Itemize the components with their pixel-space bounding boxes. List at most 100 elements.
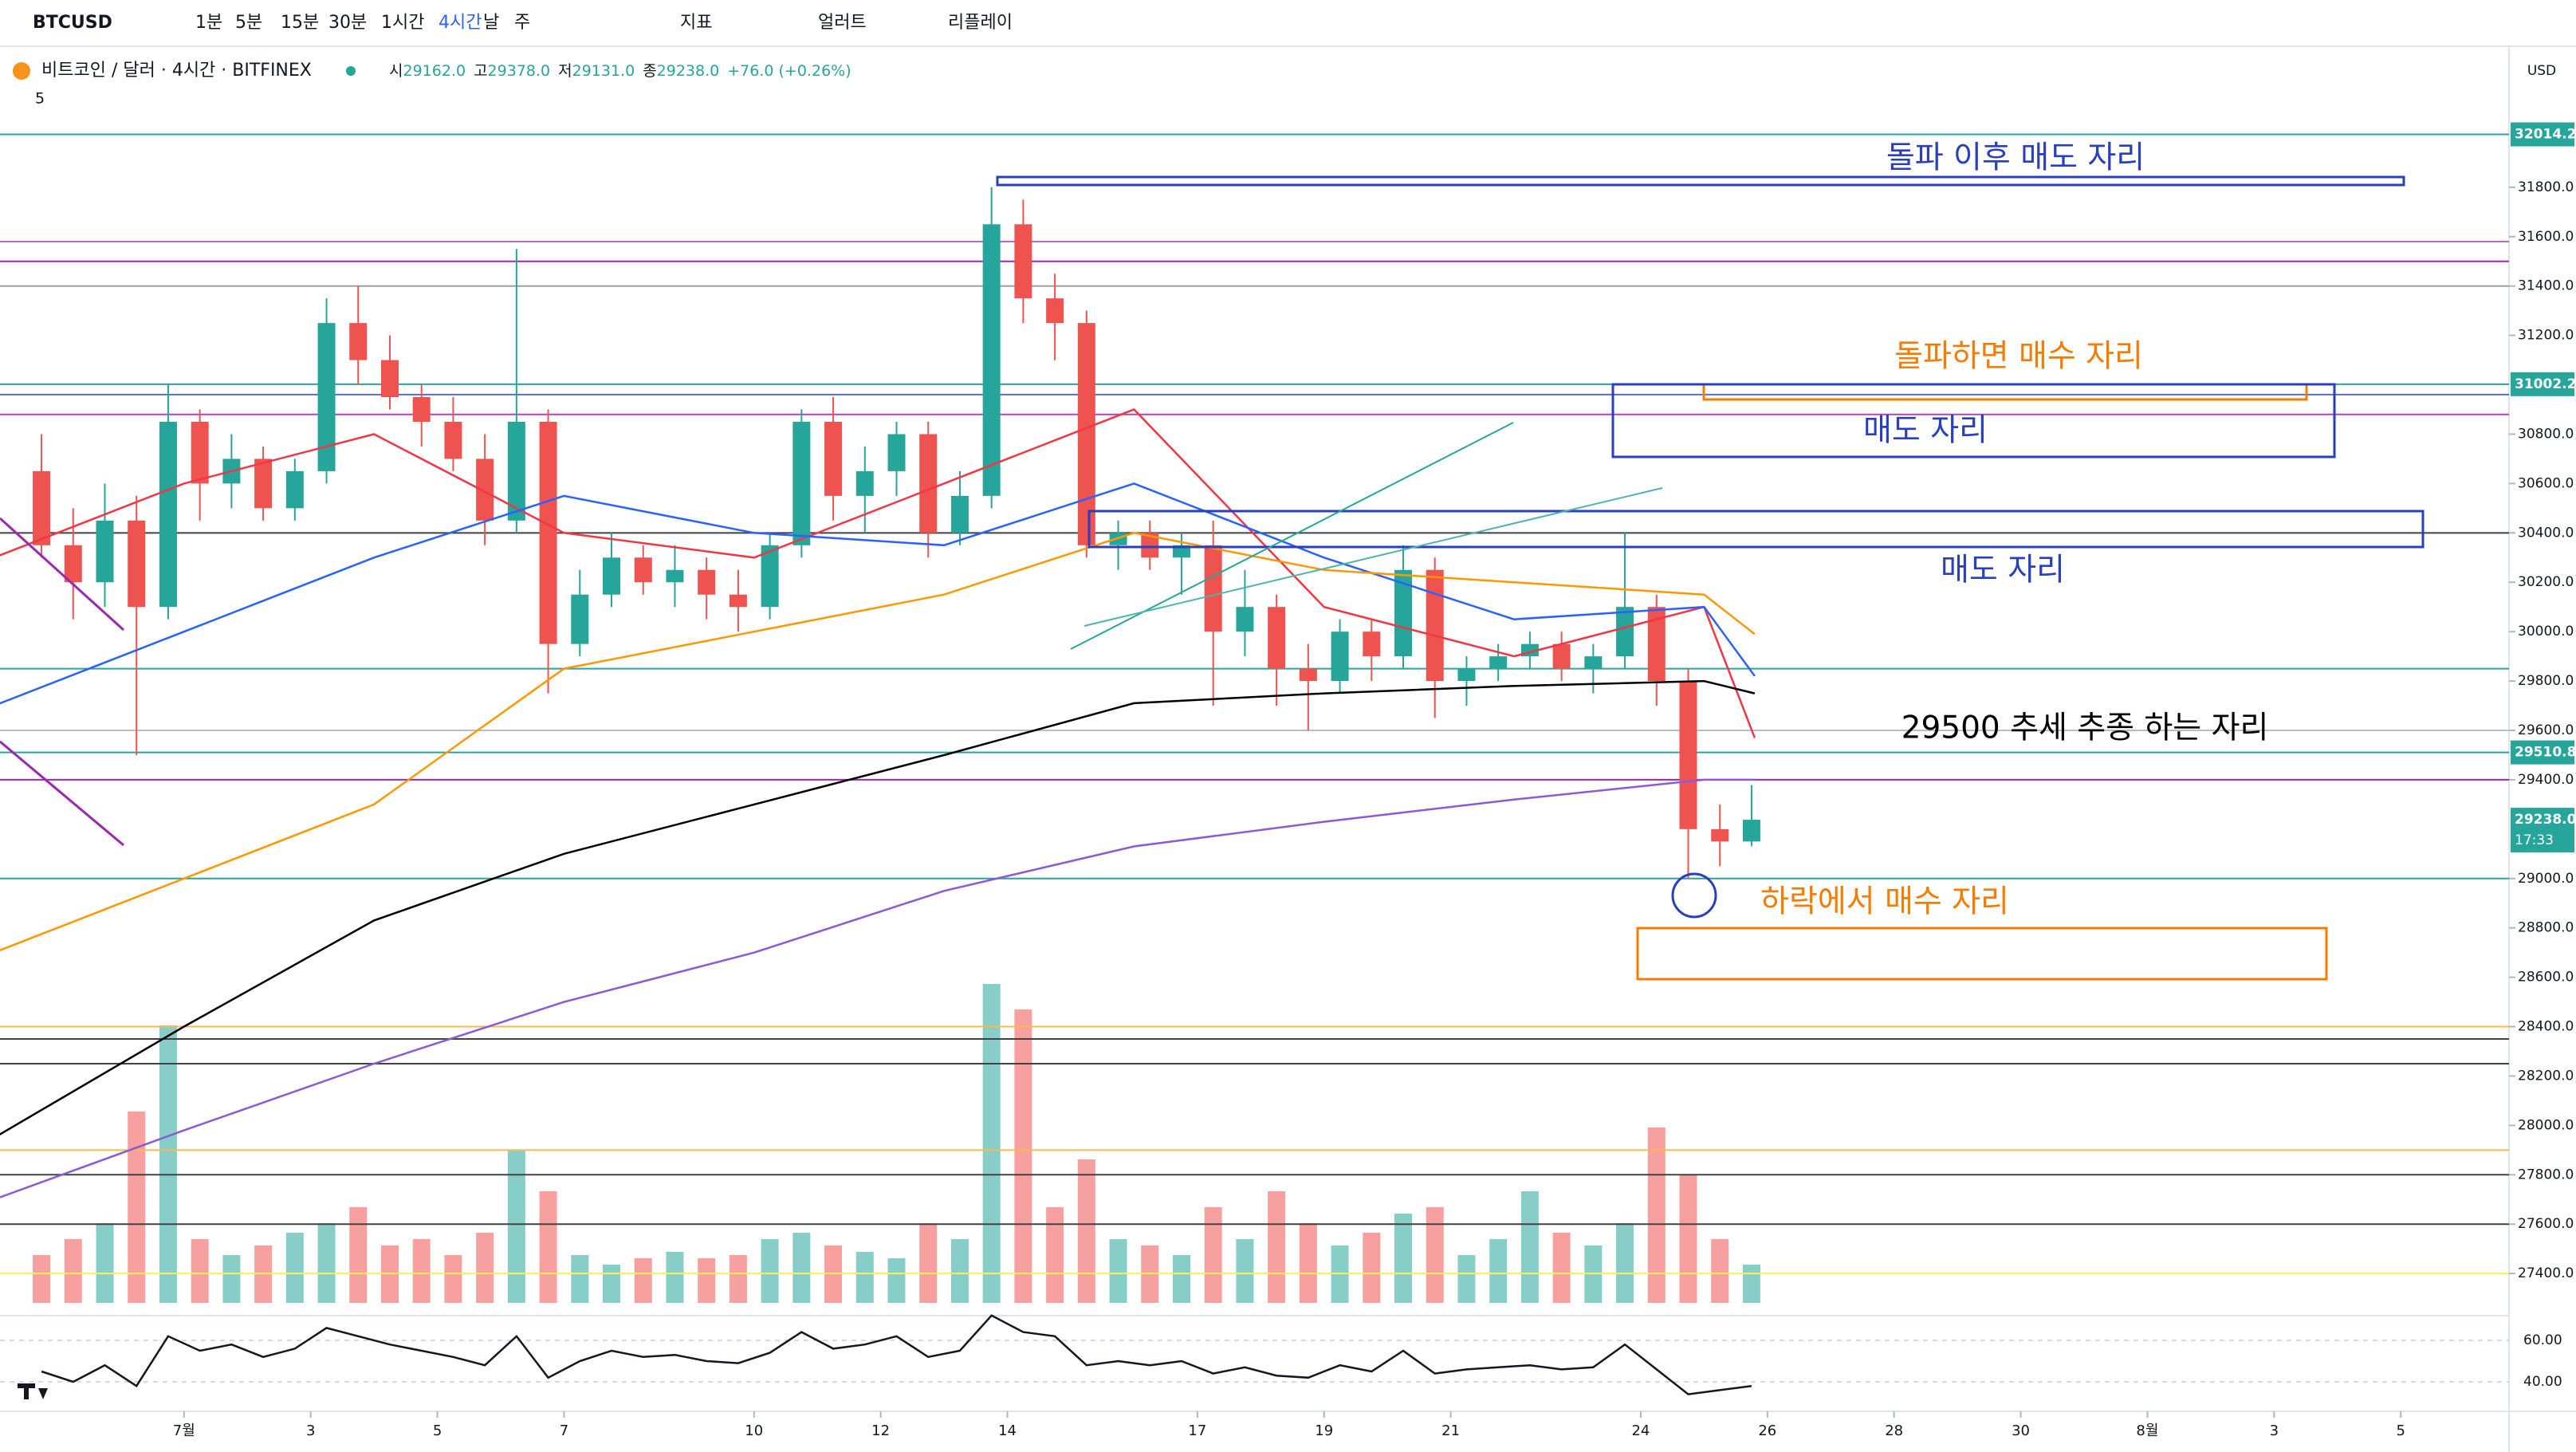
volume-bar — [128, 1112, 146, 1303]
volume-bar — [792, 1233, 811, 1303]
interval-button[interactable]: 4시간 — [439, 13, 482, 33]
interval-button[interactable]: 5분 — [235, 13, 262, 33]
volume-bar — [982, 984, 1001, 1303]
candle-body — [950, 495, 969, 533]
candle-body — [1046, 298, 1064, 324]
volume-bar — [1014, 1009, 1032, 1303]
annotation-text: 하락에서 매수 자리 — [1760, 884, 2009, 920]
candle-body — [1236, 607, 1254, 632]
price-badge-label: 29510.8 — [2515, 745, 2576, 761]
interval-button[interactable]: 1분 — [195, 13, 222, 33]
volume-bar — [698, 1258, 716, 1303]
ohlc-label: 고 — [474, 62, 487, 80]
x-tick-label: 30 — [2012, 1422, 2030, 1439]
volume-bar — [96, 1223, 114, 1303]
ohlc-label: 저 — [558, 62, 572, 80]
interval-button[interactable]: 날 — [483, 13, 499, 33]
indicator-count: 5 — [35, 90, 45, 108]
volume-bar — [1457, 1255, 1476, 1303]
ohlc-value: 29378.0 — [488, 62, 551, 80]
volume-bar — [1711, 1239, 1729, 1303]
volume-bar — [1363, 1233, 1381, 1303]
candle-body — [1711, 828, 1729, 842]
candle-body — [1679, 681, 1697, 829]
y-tick-label: 31800.0 — [2518, 179, 2574, 195]
y-tick-label: 29000.0 — [2518, 871, 2574, 887]
annotation-text: 매도 자리 — [1941, 553, 2065, 588]
price-badge — [2511, 740, 2574, 765]
candle-body — [254, 458, 273, 509]
volume-bar — [159, 1025, 177, 1303]
candle-body — [571, 594, 589, 644]
ohlc-value: 29162.0 — [403, 62, 466, 80]
interval-button[interactable]: 15분 — [281, 13, 319, 33]
x-tick-label: 3 — [2270, 1422, 2279, 1439]
candle-body — [1299, 668, 1317, 682]
volume-bar — [317, 1223, 336, 1303]
price-badge-label: 32014.2 — [2515, 127, 2576, 143]
x-tick-label: 17 — [1188, 1422, 1206, 1439]
volume-bar — [571, 1255, 589, 1303]
moving-average — [0, 679, 1756, 1135]
annotation-box — [1636, 927, 2328, 981]
volume-bar — [1204, 1207, 1222, 1303]
volume-bar — [1077, 1159, 1095, 1303]
volume-bar — [1109, 1239, 1127, 1303]
candle-body — [539, 421, 557, 644]
candle-body — [1647, 607, 1666, 682]
price-badge — [2511, 808, 2574, 853]
annotation-box — [1611, 383, 2336, 458]
candle-body — [887, 434, 906, 471]
status-dot — [346, 66, 356, 76]
candle-body — [1742, 820, 1760, 842]
rsi-tick-label: 60.00 — [2523, 1332, 2562, 1348]
candle-body — [634, 557, 652, 583]
ohlc-value: 29238.0 — [657, 62, 720, 80]
volume-bar — [887, 1258, 906, 1303]
candle-body — [33, 470, 51, 545]
candle-body — [1426, 569, 1444, 682]
interval-button[interactable]: 30분 — [328, 13, 367, 33]
currency: USD — [2527, 63, 2556, 79]
logo — [18, 1383, 48, 1399]
ohlc-value: 29131.0 — [572, 62, 635, 80]
volume-bar — [761, 1239, 779, 1303]
volume-bar — [444, 1255, 462, 1303]
toolbar-button[interactable]: 리플레이 — [948, 13, 1013, 33]
y-tick-label: 28000.0 — [2518, 1117, 2574, 1133]
ohlc-label: 종 — [643, 62, 656, 80]
y-tick-label: 27800.0 — [2518, 1167, 2574, 1182]
symbol[interactable]: BTCUSD — [33, 13, 112, 33]
coin-icon — [13, 62, 30, 80]
candle-body — [412, 397, 431, 422]
candle-body — [761, 545, 779, 608]
candle-body — [1268, 607, 1286, 669]
volume-bar — [1268, 1191, 1286, 1303]
volume-bar — [919, 1223, 938, 1303]
volume-bar — [64, 1239, 82, 1303]
toolbar-button[interactable]: 얼러트 — [818, 13, 867, 33]
trend-line — [0, 740, 124, 847]
y-tick-label: 28200.0 — [2518, 1068, 2574, 1084]
annotation-box — [1087, 510, 2425, 549]
x-tick-label: 3 — [306, 1422, 315, 1439]
x-tick-label: 21 — [1441, 1422, 1460, 1439]
y-tick-label: 31600.0 — [2518, 229, 2574, 245]
x-tick-label: 5 — [433, 1422, 442, 1439]
candle-body — [444, 421, 462, 459]
candle-body — [191, 421, 209, 484]
interval-button[interactable]: 주 — [514, 13, 530, 33]
toolbar — [0, 0, 2576, 46]
interval-button[interactable]: 1시간 — [381, 13, 424, 33]
y-tick-label: 31200.0 — [2518, 328, 2574, 344]
x-tick-label: 7월 — [173, 1422, 195, 1439]
candle-body — [1014, 224, 1032, 299]
trend-line — [0, 517, 125, 632]
toolbar-button[interactable]: 지표 — [680, 13, 712, 33]
y-tick-label: 27600.0 — [2518, 1216, 2574, 1232]
y-tick-label: 29600.0 — [2518, 722, 2574, 738]
y-tick-label: 30600.0 — [2518, 475, 2574, 491]
volume-bar — [666, 1252, 684, 1303]
moving-average — [0, 532, 1756, 952]
